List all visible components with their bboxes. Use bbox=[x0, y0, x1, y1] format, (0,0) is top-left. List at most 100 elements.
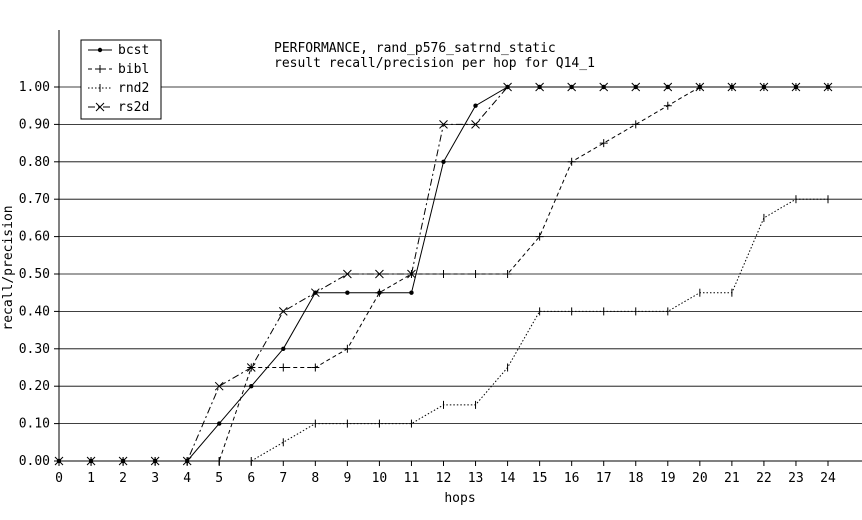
x-tick-label: 12 bbox=[436, 471, 452, 486]
chart-subtitle: result recall/precision per hop for Q14_… bbox=[274, 56, 595, 71]
data-point bbox=[214, 381, 224, 391]
data-point bbox=[96, 65, 104, 73]
chart-title: PERFORMANCE, rand_p576_satrnd_static bbox=[274, 41, 556, 56]
x-tick-label: 7 bbox=[279, 471, 287, 486]
legend-label: rs2d bbox=[118, 100, 149, 115]
data-point bbox=[407, 269, 416, 279]
data-point bbox=[759, 82, 769, 92]
data-point bbox=[95, 102, 105, 112]
y-tick-label: 0.70 bbox=[19, 192, 50, 207]
data-point bbox=[535, 232, 544, 241]
data-point bbox=[246, 363, 256, 372]
data-point bbox=[535, 82, 544, 92]
data-point bbox=[279, 363, 288, 372]
y-tick-label: 0.20 bbox=[19, 379, 50, 394]
grid bbox=[59, 86, 862, 425]
data-point bbox=[567, 82, 577, 92]
data-point bbox=[503, 270, 512, 278]
x-tick-label: 13 bbox=[468, 471, 484, 486]
data-point bbox=[663, 82, 673, 92]
legend-item-bibl: bibl bbox=[88, 62, 149, 77]
x-tick-label: 5 bbox=[215, 471, 223, 486]
x-tick-label: 4 bbox=[183, 471, 191, 486]
data-point bbox=[375, 269, 384, 279]
y-axis-label: recall/precision bbox=[1, 205, 16, 330]
x-tick-label: 3 bbox=[151, 471, 159, 486]
data-point bbox=[343, 344, 352, 353]
x-tick-label: 0 bbox=[55, 471, 63, 486]
data-point bbox=[311, 363, 320, 372]
data-point bbox=[281, 346, 286, 351]
data-point bbox=[217, 421, 222, 426]
legend-box bbox=[80, 39, 162, 120]
x-axis-label: hops bbox=[444, 491, 475, 506]
x-tick-label: 14 bbox=[500, 471, 516, 486]
y-tick-label: 0.00 bbox=[19, 454, 50, 469]
data-point bbox=[599, 82, 609, 92]
y-tick-label: 0.50 bbox=[19, 267, 50, 282]
legend-label: rnd2 bbox=[118, 81, 149, 96]
x-tick-label: 2 bbox=[119, 471, 127, 486]
legend-item-rnd2: rnd2 bbox=[88, 81, 149, 96]
y-tick-label: 0.60 bbox=[19, 230, 50, 245]
legend-label: bibl bbox=[118, 62, 149, 77]
data-point bbox=[278, 307, 288, 316]
x-tick-label: 9 bbox=[343, 471, 351, 486]
x-tick-label: 23 bbox=[788, 471, 804, 486]
x-tick-label: 19 bbox=[660, 471, 676, 486]
data-point bbox=[343, 269, 352, 279]
y-tick-label: 0.90 bbox=[19, 117, 50, 132]
x-tick-label: 24 bbox=[820, 471, 836, 486]
y-tick-label: 0.10 bbox=[19, 417, 50, 432]
data-point bbox=[791, 82, 801, 92]
data-point bbox=[97, 47, 103, 53]
series-rnd2 bbox=[58, 195, 829, 465]
x-tick-labels: 0 1 2 3 4 5 6 7 8 9 10 11 12 13 14 15 16 17 18 19 20 21 22 23 24 bbox=[55, 471, 836, 486]
data-point bbox=[567, 157, 576, 166]
y-tick-label: 0.80 bbox=[19, 155, 50, 170]
data-point bbox=[503, 82, 512, 92]
x-tick-label: 11 bbox=[404, 471, 420, 486]
x-tick-label: 16 bbox=[564, 471, 580, 486]
data-point bbox=[439, 270, 448, 278]
x-tick-label: 17 bbox=[596, 471, 612, 486]
y-tick-label: 0.40 bbox=[19, 304, 50, 319]
legend-label: bcst bbox=[118, 43, 149, 58]
y-tick-label: 0.30 bbox=[19, 342, 50, 357]
legend-item-rs2d: rs2d bbox=[88, 100, 149, 115]
data-point bbox=[631, 82, 641, 92]
data-point bbox=[409, 290, 414, 295]
x-tick-label: 8 bbox=[311, 471, 319, 486]
series-line-rnd2 bbox=[59, 198, 828, 462]
data-point bbox=[727, 82, 737, 92]
data-point bbox=[823, 82, 833, 92]
data-point bbox=[695, 82, 705, 92]
x-tick-label: 15 bbox=[532, 471, 548, 486]
x-tick-label: 18 bbox=[628, 471, 644, 486]
y-tick-labels: 0.00 0.10 0.20 0.30 0.40 0.50 0.60 0.70 0.80 0.90… bbox=[19, 80, 50, 469]
data-point bbox=[310, 288, 320, 298]
data-point bbox=[663, 101, 672, 110]
data-point bbox=[249, 384, 254, 389]
legend-item-bcst: bcst bbox=[88, 43, 149, 58]
y-tick-label: 1.00 bbox=[19, 80, 50, 95]
axes bbox=[54, 30, 862, 466]
data-point bbox=[441, 159, 446, 164]
data-point bbox=[471, 270, 480, 278]
data-point bbox=[439, 120, 448, 129]
series-rs2d bbox=[54, 82, 833, 466]
x-tick-label: 21 bbox=[724, 471, 740, 486]
legend: bcst bibl rnd2 rs2d bbox=[80, 39, 162, 120]
x-tick-label: 1 bbox=[87, 471, 95, 486]
data-point bbox=[599, 139, 608, 148]
x-tick-label: 10 bbox=[372, 471, 388, 486]
x-tick-label: 20 bbox=[692, 471, 708, 486]
x-tick-label: 22 bbox=[756, 471, 772, 486]
data-point bbox=[631, 120, 640, 129]
data-point bbox=[471, 120, 480, 129]
data-point bbox=[375, 288, 384, 297]
data-point bbox=[345, 290, 350, 295]
data-point bbox=[473, 103, 478, 108]
x-tick-label: 6 bbox=[247, 471, 255, 486]
